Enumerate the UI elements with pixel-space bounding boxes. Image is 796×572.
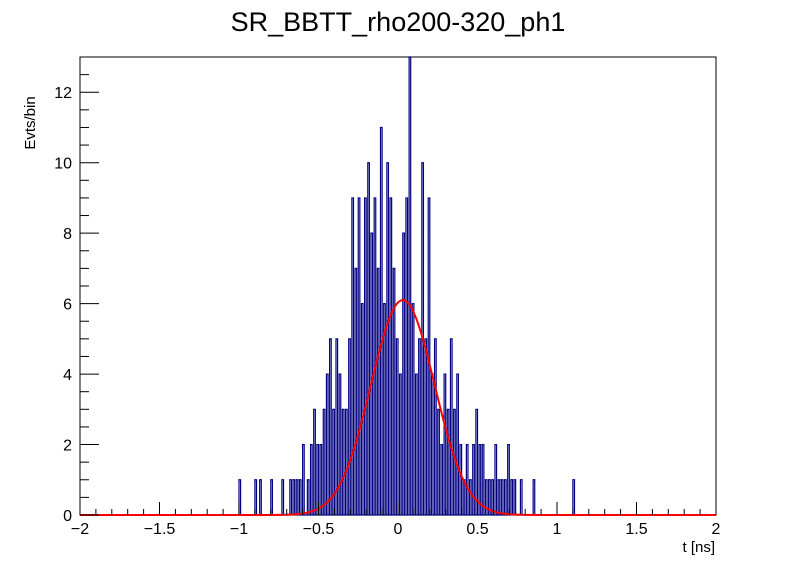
histogram-bin <box>339 374 341 515</box>
gaussian-fit-series <box>80 299 716 516</box>
histogram-bin <box>533 480 535 515</box>
histogram-bin <box>374 198 376 515</box>
histogram-bin <box>511 480 513 515</box>
y-tick-label: 8 <box>63 226 72 243</box>
histogram-bin <box>293 480 295 515</box>
histogram-bin <box>447 409 449 515</box>
histogram-series <box>80 56 716 516</box>
histogram-bin <box>435 339 437 515</box>
histogram-bin <box>352 198 354 515</box>
histogram-bin <box>299 480 301 515</box>
histogram-bin <box>371 233 373 515</box>
chart-title: SR_BBTT_rho200-320_ph1 <box>231 7 566 37</box>
y-tick-label: 12 <box>54 85 72 102</box>
axes: −2 −1.5 −1 −0.5 0 0.5 1 1.5 2 0 2 4 6 8 10 12 <box>54 56 721 538</box>
histogram-bin <box>463 480 465 515</box>
histogram-bin <box>460 445 462 515</box>
histogram-bin <box>501 480 503 515</box>
histogram-bin <box>498 480 500 515</box>
histogram-bin <box>333 409 335 515</box>
histogram-bin <box>358 198 360 515</box>
y-tick-label: 6 <box>63 297 72 314</box>
histogram-bin <box>346 409 348 515</box>
histogram-bin <box>314 409 316 515</box>
histogram-bin <box>390 198 392 515</box>
histogram-bin <box>466 445 468 515</box>
y-tick-label: 2 <box>63 438 72 455</box>
y-axis-title: Evts/bin <box>22 96 39 149</box>
x-tick-label: 1.5 <box>625 521 647 538</box>
histogram-bin <box>508 445 510 515</box>
histogram-bin <box>361 304 363 515</box>
histogram-bin <box>425 339 427 515</box>
histogram-bin <box>444 374 446 515</box>
x-tick-label: 0.5 <box>466 521 488 538</box>
histogram-bin <box>303 445 305 515</box>
histogram-bin <box>514 480 516 515</box>
histogram-bin <box>520 480 522 515</box>
histogram-bin <box>342 409 344 515</box>
histogram-bin <box>290 480 292 515</box>
histogram-bin <box>377 268 379 515</box>
histogram-bin <box>282 480 284 515</box>
histogram-bin <box>330 339 332 515</box>
histogram-bin <box>431 374 433 515</box>
histogram-bin <box>403 233 405 515</box>
x-tick-label: −0.5 <box>303 521 335 538</box>
histogram-bin <box>365 198 367 515</box>
histogram-bin <box>438 409 440 515</box>
histogram-bin <box>296 480 298 515</box>
histogram-bin <box>400 374 402 515</box>
y-tick-label: 4 <box>63 367 72 384</box>
histogram-bin <box>412 304 414 515</box>
x-tick-label: 2 <box>712 521 721 538</box>
histogram-bin <box>326 374 328 515</box>
histogram-bin <box>406 198 408 515</box>
histogram-bin <box>381 127 383 515</box>
histogram-bin <box>355 268 357 515</box>
histogram-bin <box>260 480 262 515</box>
x-tick-label: 0 <box>394 521 403 538</box>
x-tick-label: −1 <box>230 521 248 538</box>
histogram-bin <box>473 445 475 515</box>
histogram-bin <box>482 445 484 515</box>
histogram-bin <box>495 445 497 515</box>
histogram-bin <box>387 163 389 515</box>
histogram-bin <box>441 445 443 515</box>
histogram-bin <box>470 480 472 515</box>
histogram-bin <box>457 374 459 515</box>
histogram-bin <box>311 445 313 515</box>
histogram-bin <box>307 480 309 515</box>
histogram-bin <box>409 57 411 515</box>
histogram-outline <box>80 56 716 516</box>
histogram-bin <box>349 339 351 515</box>
histogram-bin <box>368 163 370 515</box>
histogram-bin <box>419 339 421 515</box>
histogram-bin <box>323 409 325 515</box>
histogram-bin <box>505 480 507 515</box>
x-tick-label: −2 <box>71 521 89 538</box>
x-tick-label: 1 <box>553 521 562 538</box>
histogram-bin <box>415 374 417 515</box>
x-tick-label: −1.5 <box>144 521 176 538</box>
gaussian-fit-curve <box>80 299 716 516</box>
histogram-bin <box>485 480 487 515</box>
y-tick-label: 0 <box>63 508 72 525</box>
histogram-bin <box>396 339 398 515</box>
histogram-bin <box>320 445 322 515</box>
y-tick-label: 10 <box>54 156 72 173</box>
histogram-bin <box>450 339 452 515</box>
x-axis-title: t [ns] <box>682 539 715 556</box>
